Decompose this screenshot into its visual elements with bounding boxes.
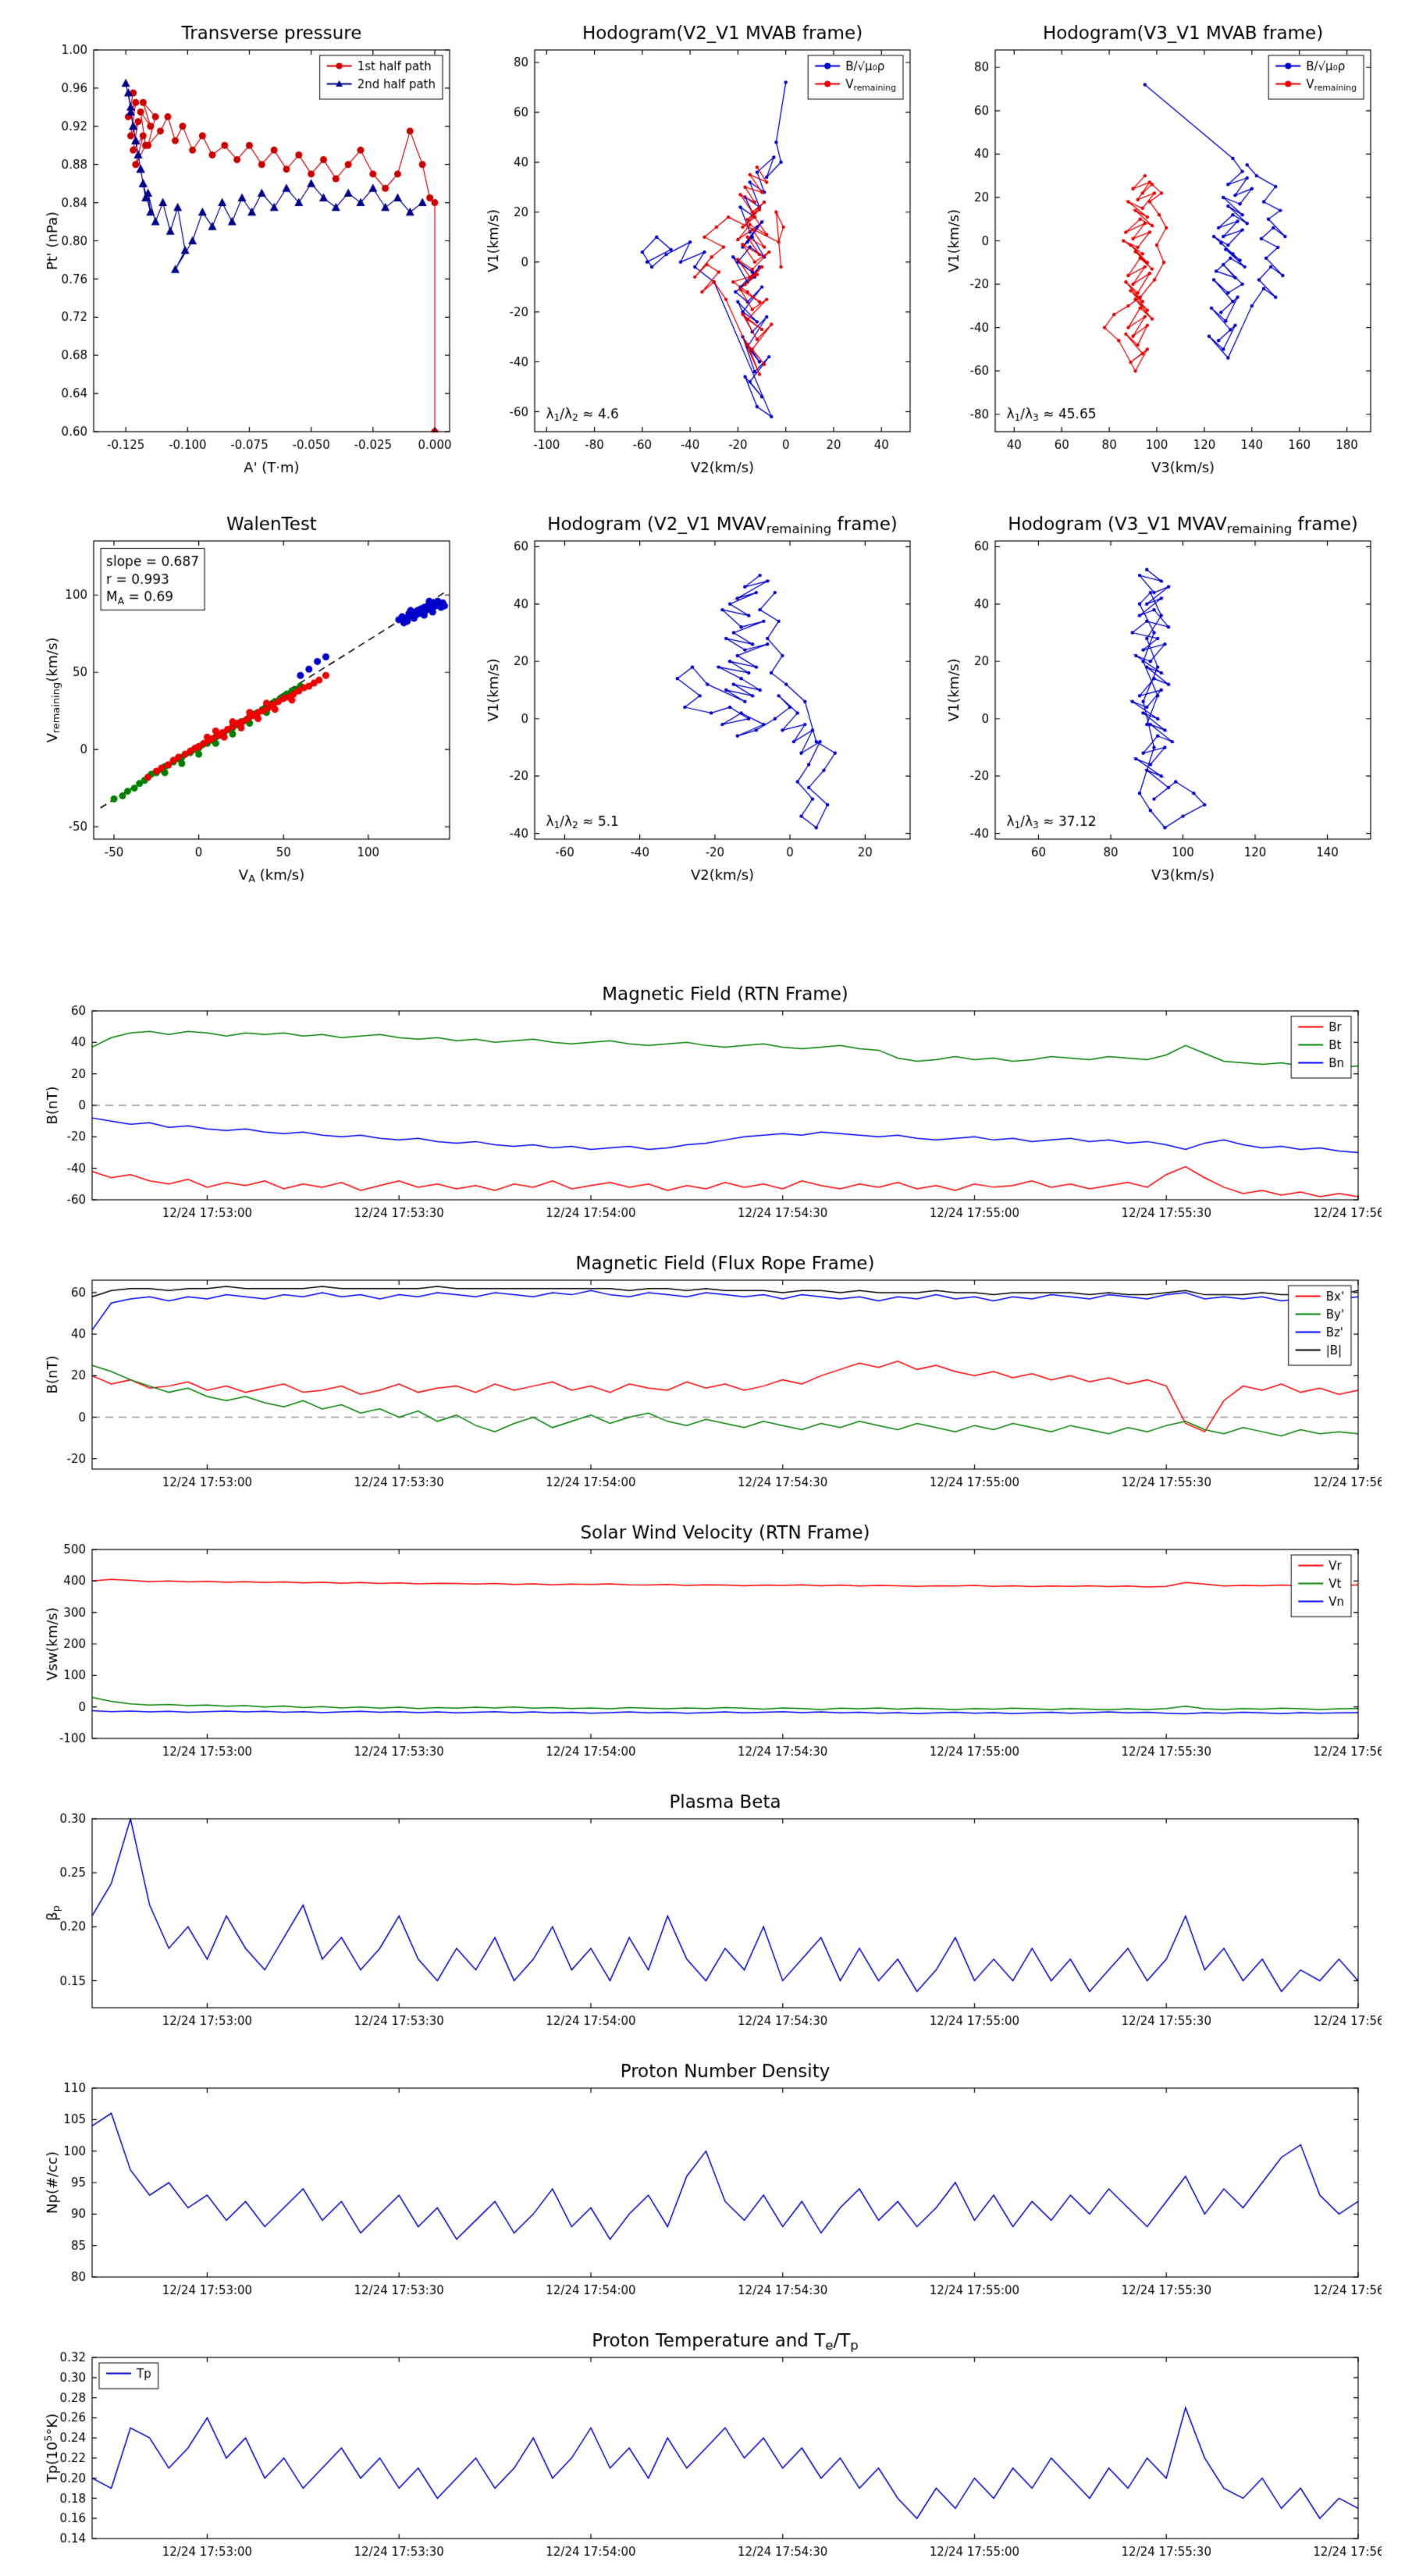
chart-proton-number-density	[39, 2057, 1382, 2314]
chart-hodogram-v3v1-mvav	[941, 503, 1382, 894]
chart-hodogram-v3v1-mvab	[941, 6, 1382, 494]
chart-hodogram-v2v1-mvav	[480, 503, 921, 894]
chart-solar-wind-velocity	[39, 1518, 1382, 1776]
chart-magnetic-field-flux-rope	[39, 1249, 1382, 1507]
chart-plasma-beta	[39, 1788, 1382, 2045]
chart-transverse-pressure	[39, 6, 461, 494]
chart-walen-test	[39, 503, 461, 894]
chart-hodogram-v2v1-mvab	[480, 6, 921, 494]
chart-magnetic-field-rtn	[39, 980, 1382, 1237]
chart-proton-temperature	[39, 2326, 1382, 2574]
